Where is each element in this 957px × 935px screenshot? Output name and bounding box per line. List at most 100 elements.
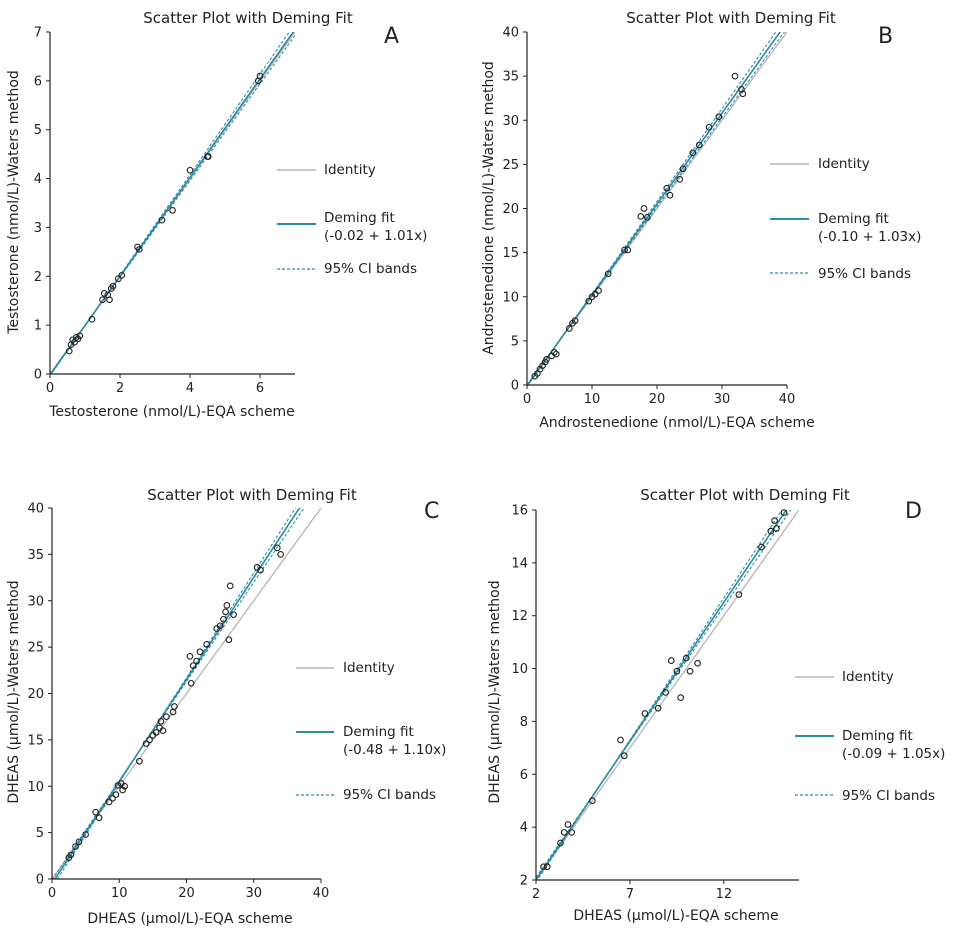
panel-c-point bbox=[152, 729, 160, 736]
panel-d-point bbox=[780, 509, 788, 516]
panel-b-deming-line bbox=[527, 32, 782, 385]
panel-d-plot: 2 7 12 2 4 6 8 10 12 14 16 bbox=[511, 504, 799, 902]
panel-a-x-tick-label: 0 bbox=[46, 381, 54, 396]
panel-b-point bbox=[571, 317, 579, 324]
panel-b-ylabel: Androstenedione (nmol/L)-Waters method bbox=[481, 61, 497, 355]
panel-d-xlabel: DHEAS (µmol/L)-EQA scheme bbox=[573, 908, 778, 924]
panel-d-legend-deming-equation: (-0.09 + 1.05x) bbox=[842, 746, 945, 762]
panel-c-point bbox=[186, 653, 194, 660]
panel-d-point bbox=[677, 694, 685, 701]
panel-b-legend-identity: Identity bbox=[818, 156, 870, 172]
panel-b-y-tick-label: 15 bbox=[502, 246, 519, 261]
panel-c-point bbox=[187, 679, 195, 687]
panel-b-point bbox=[550, 348, 558, 356]
panel-b-y-tick-label: 30 bbox=[502, 114, 519, 129]
panel-c-y-tick-label: 0 bbox=[36, 873, 44, 888]
panel-b-y-tick-label: 20 bbox=[502, 202, 519, 217]
panel-a-point bbox=[72, 334, 80, 341]
panel-b-point bbox=[621, 246, 628, 254]
panel-c-point bbox=[146, 736, 153, 744]
panel-a-legend-deming: Deming fit bbox=[324, 210, 395, 226]
panel-a-xlabel: Testosterone (nmol/L)-EQA scheme bbox=[48, 404, 295, 420]
panel-c-point bbox=[105, 798, 113, 806]
panel-a-point bbox=[76, 332, 84, 340]
panel-b-point bbox=[663, 184, 671, 192]
panel-b-point bbox=[637, 213, 645, 220]
panel-c-y-tick-label: 30 bbox=[27, 594, 44, 609]
panel-c-point bbox=[67, 851, 75, 859]
panel-d-legend-ci: 95% CI bands bbox=[842, 788, 935, 804]
panel-c-title: Scatter Plot with Deming Fit bbox=[147, 486, 357, 504]
panel-c-point bbox=[92, 808, 100, 816]
panel-c-ci-upper-line bbox=[56, 508, 297, 879]
panel-d-ylabel: DHEAS (µmol/L)-Waters method bbox=[487, 580, 503, 803]
panel-a-legend-identity: Identity bbox=[324, 162, 376, 178]
panel-d-point bbox=[540, 863, 547, 871]
panel-c-x-tick-label: 30 bbox=[245, 886, 262, 901]
panel-d-point bbox=[654, 704, 662, 712]
panel-a-point bbox=[158, 216, 166, 224]
panel-a-point bbox=[256, 72, 264, 80]
panel-c-point bbox=[193, 657, 200, 665]
panel-b-x-tick-label: 40 bbox=[779, 392, 796, 407]
panel-c-point bbox=[72, 843, 79, 850]
panel-d-x-tick-label: 7 bbox=[626, 887, 634, 902]
panel-c-ylabel: DHEAS (µmol/L)-Waters method bbox=[6, 580, 22, 803]
panel-c-point bbox=[136, 757, 143, 765]
panel-b-y-tick-label: 25 bbox=[502, 158, 519, 173]
panel-d-point bbox=[560, 829, 568, 836]
panel-c-point bbox=[82, 831, 89, 838]
panel-b-point bbox=[666, 191, 674, 199]
panel-b-point bbox=[705, 123, 713, 131]
panel-a-point bbox=[106, 296, 113, 304]
panel-a-y-tick-label: 1 bbox=[34, 319, 42, 334]
panel-a-deming-line bbox=[50, 32, 295, 374]
panel-d-y-tick-label: 6 bbox=[520, 768, 528, 783]
panel-d-point bbox=[620, 752, 628, 760]
panel-a-x-tick-label: 4 bbox=[186, 381, 194, 396]
panel-b-point bbox=[604, 270, 612, 278]
panel-c-point bbox=[95, 814, 103, 822]
panel-a-y-tick-label: 7 bbox=[34, 26, 42, 41]
panel-d-point bbox=[673, 667, 681, 675]
panel-a-y-tick-label: 0 bbox=[34, 368, 42, 383]
panel-b-y-tick-label: 40 bbox=[502, 26, 519, 41]
panel-c-y-tick-label: 5 bbox=[36, 826, 44, 841]
panel-d-x-tick-label: 12 bbox=[716, 887, 733, 902]
panel-c-legend-identity: Identity bbox=[343, 660, 395, 676]
panel-a-point bbox=[204, 153, 212, 160]
panel-b-y-tick-label: 0 bbox=[511, 379, 519, 394]
panel-a-legend-ci: 95% CI bands bbox=[324, 261, 417, 277]
panel-b-point bbox=[643, 213, 651, 221]
panel-a-lines bbox=[50, 32, 295, 374]
panel-c-x-tick-label: 40 bbox=[313, 886, 330, 901]
panel-d-title: Scatter Plot with Deming Fit bbox=[640, 486, 850, 504]
panel-b-xlabel: Androstenedione (nmol/L)-EQA scheme bbox=[539, 415, 815, 431]
panel-a-y-tick-label: 5 bbox=[34, 123, 42, 138]
panel-c-point bbox=[75, 838, 83, 846]
panel-c-point bbox=[216, 622, 224, 630]
panel-c-x-tick-label: 10 bbox=[111, 886, 128, 901]
panel-d-deming-line bbox=[536, 510, 788, 880]
panel-a-y-tick-label: 2 bbox=[34, 270, 42, 285]
panel-a-letter: A bbox=[384, 24, 399, 49]
panel-b-point bbox=[565, 325, 573, 332]
panel-a: Scatter Plot with Deming Fit A Testoster… bbox=[6, 9, 427, 420]
panel-a-point bbox=[100, 290, 108, 297]
panel-b-point bbox=[543, 356, 550, 363]
panel-b-point bbox=[552, 350, 560, 358]
panel-b-point bbox=[585, 297, 593, 305]
panel-b-legend-ci: 95% CI bands bbox=[818, 266, 911, 282]
panel-c-y-tick-label: 15 bbox=[27, 733, 44, 748]
panel-c-legend-deming: Deming fit bbox=[343, 724, 414, 740]
panel-b-lines bbox=[527, 32, 787, 385]
panel-b-legend-deming: Deming fit bbox=[818, 211, 889, 227]
panel-c-point bbox=[171, 703, 178, 710]
panel-b-point bbox=[715, 113, 723, 121]
panel-a-y-tick-label: 4 bbox=[34, 172, 42, 187]
panel-d-point bbox=[543, 863, 551, 871]
panel-d-point bbox=[682, 654, 690, 662]
panel-d-y-tick-label: 8 bbox=[520, 715, 528, 730]
panel-d-points bbox=[540, 509, 788, 871]
